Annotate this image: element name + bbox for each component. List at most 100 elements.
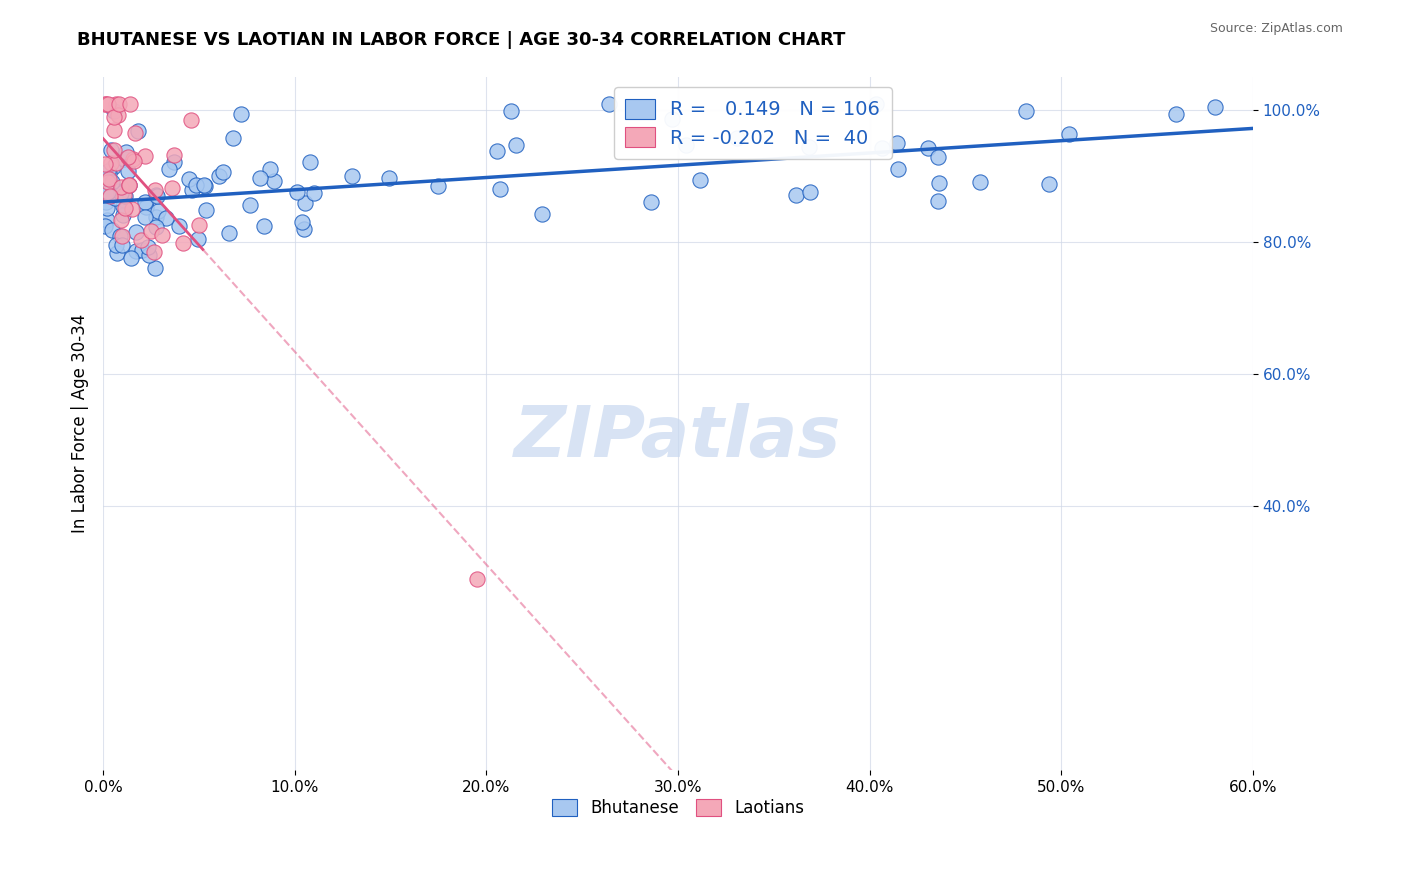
Point (426, 179, 449, 194)
Point (112, 193, 135, 207)
Point (661, 112, 683, 126)
Point (97, 96, 120, 111)
Point (104, 155, 127, 169)
Point (110, 186, 132, 201)
Text: BHUTANESE VS LAOTIAN IN LABOR FORCE | AGE 30-34 CORRELATION CHART: BHUTANESE VS LAOTIAN IN LABOR FORCE | AG… (77, 31, 845, 49)
Point (208, 169, 231, 184)
Point (799, 185, 821, 199)
Point (134, 194, 156, 209)
Point (101, 181, 124, 195)
Point (157, 161, 180, 176)
Point (194, 179, 217, 194)
Point (103, 143, 125, 157)
Point (94, 219, 117, 234)
Point (146, 189, 169, 203)
Point (186, 178, 208, 193)
Point (152, 227, 174, 242)
Point (114, 189, 136, 203)
Point (94, 96, 117, 111)
Point (163, 155, 186, 169)
Point (124, 126, 146, 140)
Point (797, 140, 820, 154)
Point (94, 157, 117, 171)
Point (505, 137, 527, 152)
Point (1038, 178, 1060, 192)
Point (489, 181, 512, 195)
Point (135, 200, 157, 214)
Point (167, 219, 190, 234)
Point (103, 110, 125, 124)
Point (221, 131, 243, 145)
Point (104, 184, 127, 198)
Point (112, 188, 135, 202)
Point (111, 199, 134, 213)
Point (1204, 100, 1226, 114)
Point (111, 208, 134, 222)
Point (927, 151, 949, 165)
Point (94, 96, 117, 111)
Point (886, 136, 908, 150)
Point (120, 96, 142, 111)
Point (887, 161, 910, 176)
Point (499, 104, 522, 119)
Point (134, 149, 156, 163)
Point (598, 96, 620, 111)
Point (292, 222, 315, 236)
Point (865, 96, 887, 111)
Point (725, 131, 748, 145)
Point (105, 96, 128, 111)
Point (143, 260, 166, 275)
Point (177, 172, 200, 186)
Point (104, 191, 127, 205)
Point (145, 210, 167, 224)
Point (141, 223, 163, 237)
Point (101, 161, 124, 175)
Point (145, 219, 167, 234)
Point (127, 124, 149, 138)
Point (120, 251, 142, 265)
Point (121, 202, 143, 216)
Point (94, 186, 117, 200)
Point (108, 96, 131, 111)
Point (112, 152, 135, 166)
Point (263, 174, 285, 188)
Point (117, 178, 139, 192)
Point (969, 175, 991, 189)
Point (94, 172, 117, 186)
Point (103, 123, 125, 137)
Point (298, 154, 321, 169)
Point (294, 195, 316, 210)
Point (121, 153, 143, 167)
Point (872, 141, 894, 155)
Point (111, 228, 134, 243)
Point (689, 173, 711, 187)
Point (193, 178, 215, 193)
Point (145, 187, 167, 202)
Point (104, 183, 127, 197)
Point (103, 104, 125, 119)
Point (104, 184, 127, 198)
Point (110, 229, 132, 244)
Point (253, 219, 276, 233)
Point (675, 138, 697, 153)
Point (136, 239, 159, 253)
Point (187, 231, 209, 245)
Point (1166, 106, 1188, 120)
Point (465, 572, 488, 586)
Point (188, 218, 211, 232)
Point (100, 143, 122, 157)
Point (98, 189, 121, 203)
Point (143, 183, 166, 197)
Point (172, 235, 194, 250)
Legend: Bhutanese, Laotians: Bhutanese, Laotians (546, 792, 811, 824)
Point (117, 164, 139, 178)
Point (114, 201, 136, 215)
Point (117, 178, 139, 193)
Point (218, 227, 240, 241)
Point (104, 238, 127, 252)
Point (160, 180, 183, 194)
Point (110, 213, 132, 227)
Point (927, 194, 949, 208)
Point (342, 169, 364, 183)
Point (180, 183, 202, 197)
